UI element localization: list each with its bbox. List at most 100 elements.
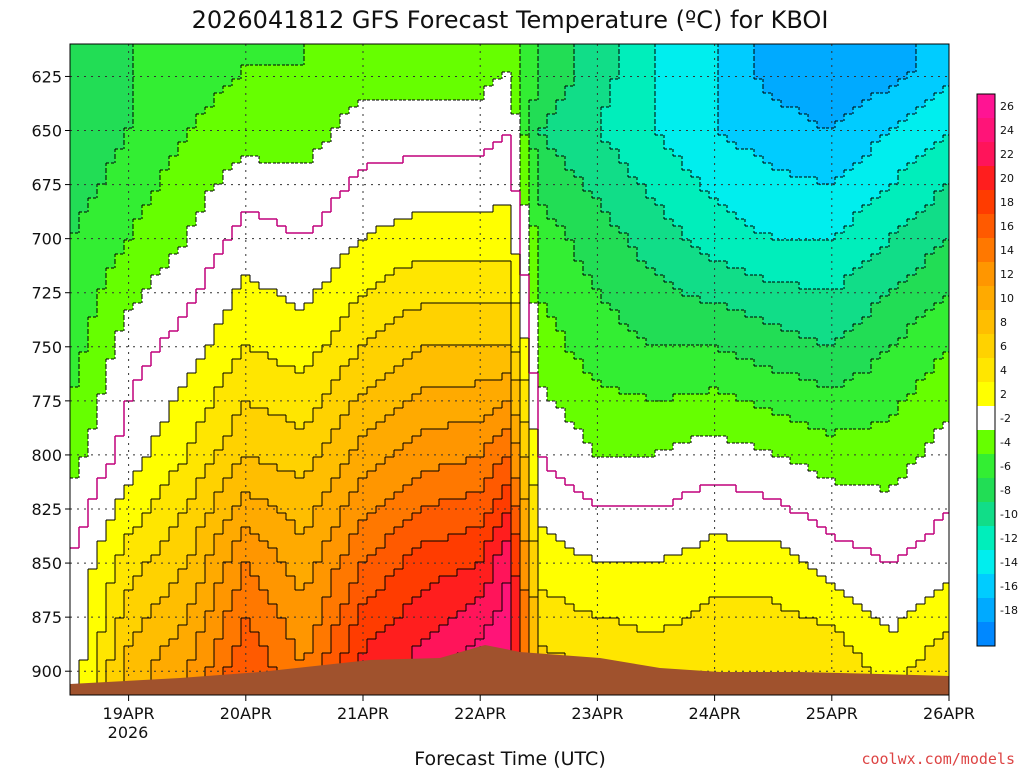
- heat-cell: [520, 163, 530, 171]
- heat-cell: [106, 107, 116, 115]
- heat-cell: [340, 79, 350, 87]
- heat-cell: [259, 128, 269, 136]
- heat-cell: [187, 114, 197, 122]
- heat-cell: [430, 429, 440, 437]
- heat-cell: [331, 527, 341, 535]
- heat-cell: [475, 100, 485, 108]
- heat-cell: [133, 520, 143, 528]
- heat-cell: [484, 471, 494, 479]
- heat-cell: [484, 58, 494, 66]
- heat-cell: [322, 44, 332, 52]
- heat-cell: [169, 639, 179, 647]
- heat-cell: [214, 457, 224, 465]
- heat-cell: [475, 415, 485, 423]
- heat-cell: [205, 149, 215, 157]
- heat-cell: [106, 541, 116, 549]
- heat-cell: [502, 296, 512, 304]
- heat-cell: [142, 520, 152, 528]
- heat-cell: [502, 44, 512, 52]
- heat-cell: [277, 422, 287, 430]
- heat-cell: [493, 282, 503, 290]
- heat-cell: [322, 177, 332, 185]
- heat-cell: [106, 569, 116, 577]
- heat-cell: [547, 394, 557, 402]
- heat-cell: [538, 282, 548, 290]
- heat-cell: [511, 520, 521, 528]
- heat-cell: [421, 541, 431, 549]
- heat-cell: [457, 170, 467, 178]
- heat-cell: [511, 380, 521, 388]
- heat-cell: [511, 611, 521, 619]
- heat-cell: [97, 534, 107, 542]
- heat-cell: [250, 331, 260, 339]
- heat-cell: [259, 72, 269, 80]
- heat-cell: [133, 79, 143, 87]
- heat-cell: [151, 121, 161, 129]
- heat-cell: [151, 366, 161, 374]
- heat-cell: [115, 261, 125, 269]
- heat-cell: [133, 51, 143, 59]
- heat-cell: [142, 303, 152, 311]
- heat-cell: [394, 478, 404, 486]
- heat-cell: [160, 520, 170, 528]
- heat-cell: [196, 100, 206, 108]
- heat-cell: [232, 268, 242, 276]
- heat-cell: [70, 114, 80, 122]
- heat-cell: [178, 240, 188, 248]
- heat-cell: [88, 380, 98, 388]
- heat-cell: [196, 450, 206, 458]
- heat-cell: [232, 58, 242, 66]
- heat-cell: [106, 604, 116, 612]
- heat-cell: [250, 457, 260, 465]
- heat-cell: [286, 296, 296, 304]
- heat-cell: [358, 415, 368, 423]
- heat-cell: [475, 331, 485, 339]
- heat-cell: [160, 562, 170, 570]
- heat-cell: [205, 44, 215, 52]
- heat-cell: [367, 576, 377, 584]
- heat-cell: [133, 485, 143, 493]
- heat-cell: [151, 219, 161, 227]
- heat-cell: [502, 548, 512, 556]
- heat-cell: [286, 72, 296, 80]
- heat-cell: [538, 121, 548, 129]
- heat-cell: [484, 100, 494, 108]
- heat-cell: [196, 464, 206, 472]
- heat-cell: [538, 72, 548, 80]
- heat-cell: [151, 142, 161, 150]
- heat-cell: [241, 653, 251, 661]
- heat-cell: [106, 415, 116, 423]
- heat-cell: [403, 625, 413, 633]
- heat-cell: [394, 443, 404, 451]
- heat-cell: [349, 247, 359, 255]
- heat-cell: [385, 79, 395, 87]
- heat-cell: [205, 324, 215, 332]
- heat-cell: [511, 51, 521, 59]
- heat-cell: [79, 646, 89, 654]
- heat-cell: [367, 86, 377, 94]
- heat-cell: [493, 184, 503, 192]
- heat-cell: [304, 135, 314, 143]
- heat-cell: [304, 72, 314, 80]
- heat-cell: [70, 44, 80, 52]
- heat-cell: [232, 317, 242, 325]
- heat-cell: [448, 590, 458, 598]
- heat-cell: [412, 338, 422, 346]
- heat-cell: [106, 184, 116, 192]
- heat-cell: [493, 352, 503, 360]
- heat-cell: [367, 345, 377, 353]
- heat-cell: [142, 618, 152, 626]
- heat-cell: [151, 212, 161, 220]
- heat-cell: [70, 184, 80, 192]
- heat-cell: [322, 93, 332, 101]
- heat-cell: [79, 317, 89, 325]
- heat-cell: [223, 142, 233, 150]
- heat-cell: [394, 429, 404, 437]
- heat-cell: [313, 576, 323, 584]
- heat-cell: [385, 93, 395, 101]
- heat-cell: [232, 562, 242, 570]
- heat-cell: [394, 156, 404, 164]
- heat-cell: [241, 65, 251, 73]
- heat-cell: [124, 51, 134, 59]
- heat-cell: [178, 653, 188, 661]
